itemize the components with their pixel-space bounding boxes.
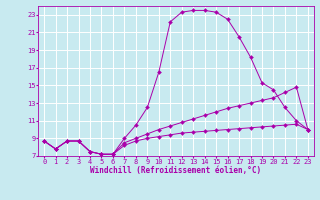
X-axis label: Windchill (Refroidissement éolien,°C): Windchill (Refroidissement éolien,°C) xyxy=(91,166,261,175)
